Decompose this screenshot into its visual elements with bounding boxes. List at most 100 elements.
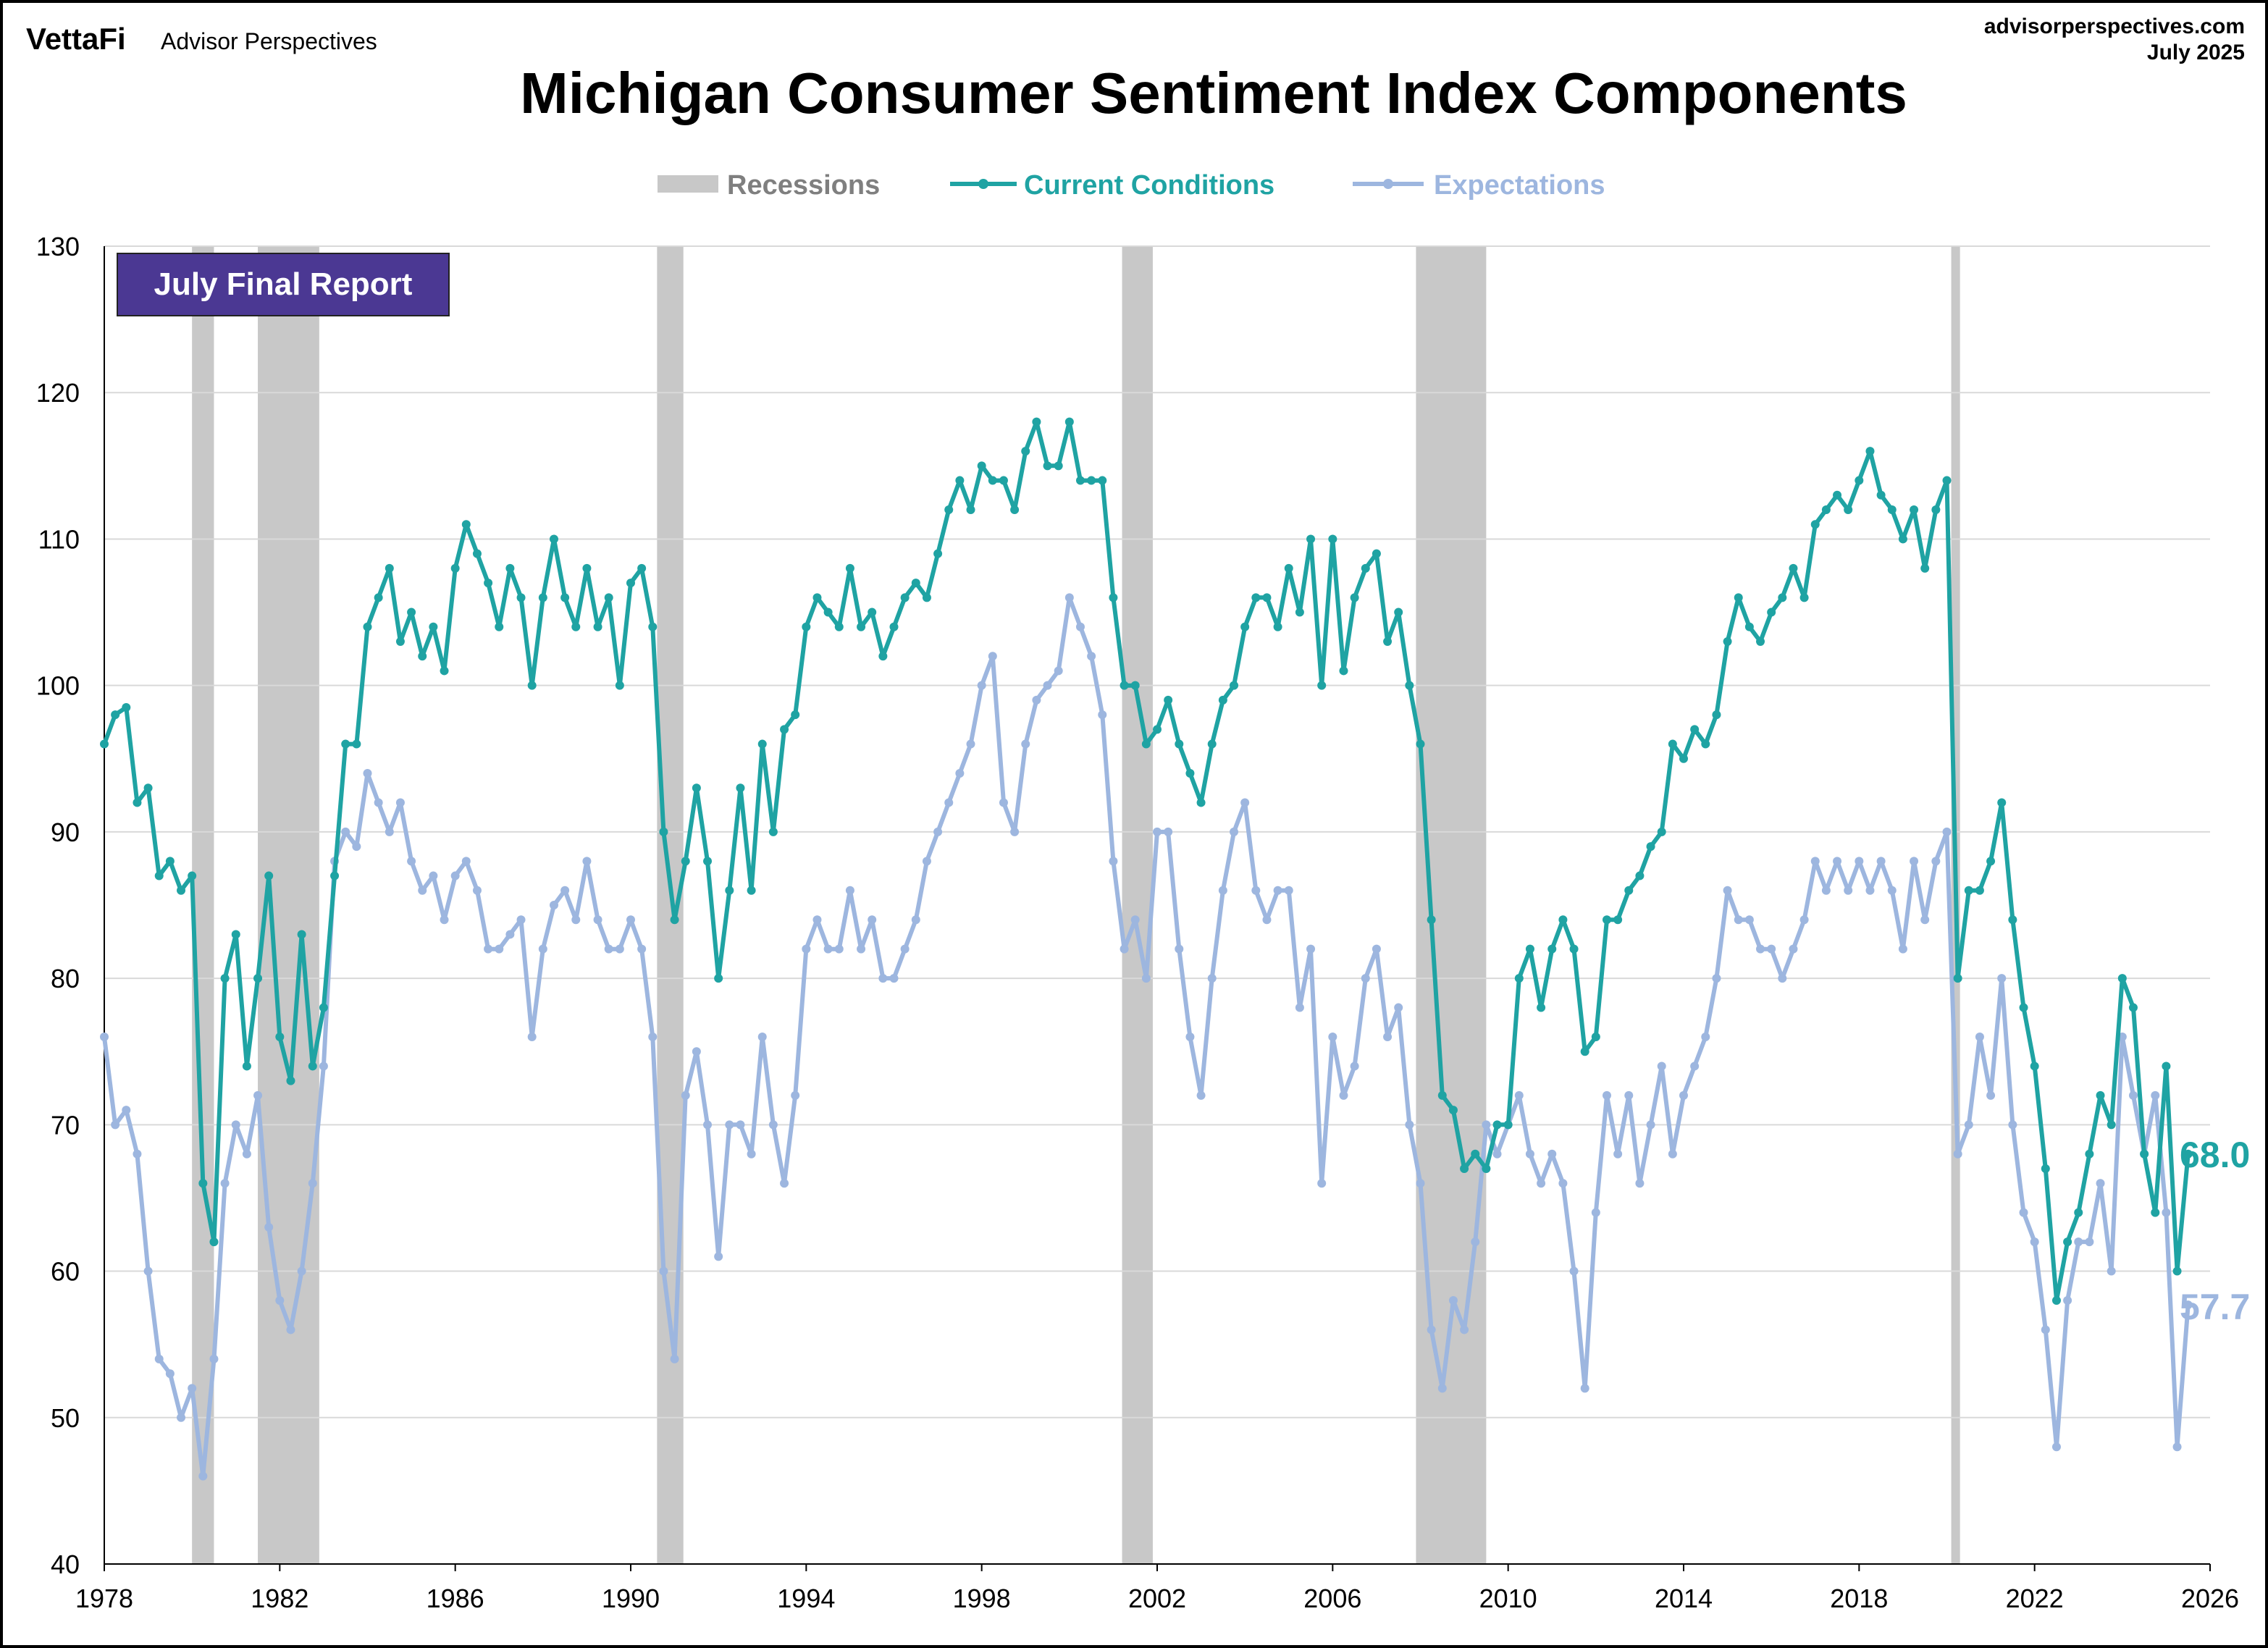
x-tick-label: 1990 [602,1584,660,1613]
current-conditions-point [188,871,197,880]
current-conditions-point [1054,461,1063,471]
expectations-point [2074,1237,2083,1247]
expectations-point [747,1149,756,1159]
x-tick-label: 1982 [251,1584,308,1613]
current-conditions-point [933,549,943,558]
current-conditions-point [505,563,515,573]
current-conditions-point [955,476,965,485]
expectations-point [450,871,460,880]
current-conditions-point [725,886,734,895]
expectations-point [670,1354,679,1363]
expectations-point [560,886,570,895]
current-conditions-point [1986,857,1996,866]
current-conditions-point [1032,417,1041,426]
expectations-point [1602,1090,1611,1100]
expectations-point [527,1033,537,1041]
expectations-point [1284,886,1293,895]
current-conditions-point [1690,725,1700,734]
expectations-point [703,1120,713,1130]
expectations-point [1361,974,1370,983]
current-conditions-point [1602,915,1611,925]
current-conditions-point [1164,695,1173,705]
current-conditions-point [626,579,635,588]
current-conditions-point [1295,608,1304,617]
current-conditions-point [1734,593,1743,602]
x-tick-label: 2018 [1830,1584,1888,1613]
y-axis-ticks: 40 50 60 70 80 90 100 110 120 130 [36,232,80,1579]
current-conditions-point [242,1061,251,1071]
report-badge: July Final Report [117,253,450,316]
expectations-point [2151,1090,2160,1100]
current-conditions-point [1262,593,1272,602]
current-conditions-point [385,563,394,573]
expectations-point [714,1252,723,1261]
current-conditions-point [1109,593,1118,602]
current-conditions-point [1723,637,1732,646]
series-layer [100,417,2193,1481]
x-tick-label: 1986 [427,1584,484,1613]
expectations-point [2051,1442,2061,1452]
current-conditions-point [1810,520,1820,529]
expectations-point [1141,974,1151,983]
current-conditions-point [111,710,120,720]
expectations-point [1537,1179,1546,1188]
current-conditions-point [2162,1061,2171,1071]
current-conditions-point [1010,505,1020,514]
y-tick-label: 100 [36,671,80,701]
expectations-point [1767,944,1776,954]
expectations-point [165,1369,175,1379]
expectations-point [1306,944,1316,954]
expectations-point [1153,827,1162,836]
current-conditions-point [1712,710,1721,720]
current-conditions-point [1756,637,1765,646]
expectations-point [2030,1237,2039,1247]
current-conditions-point [2019,1003,2028,1012]
report-badge-box [117,253,450,316]
current-conditions-point [1448,1106,1458,1115]
current-conditions-point [1920,563,1930,573]
current-conditions-point [1185,769,1195,778]
current-conditions-point [1350,593,1359,602]
current-conditions-point [1580,1047,1589,1056]
current-conditions-point [1427,915,1436,925]
expectations-point [308,1179,317,1188]
current-conditions-point [286,1076,295,1085]
current-conditions-point [1043,461,1052,471]
expectations-point [177,1413,186,1422]
current-conditions-point [1120,681,1129,690]
current-conditions-point [2183,1149,2193,1159]
current-conditions-point [418,652,427,661]
expectations-point [1635,1179,1645,1188]
current-conditions-point [220,974,230,983]
expectations-point [341,827,350,836]
current-conditions-point [889,622,899,631]
current-conditions-point [1613,915,1623,925]
current-conditions-point [1482,1164,1491,1173]
current-conditions-point [1569,944,1579,954]
x-tick-label: 2002 [1128,1584,1186,1613]
legend: Recessions Current Conditions Expectatio… [658,170,1605,201]
current-conditions-point [472,549,482,558]
current-conditions-point [209,1237,219,1247]
current-conditions-point [1196,798,1206,807]
current-conditions-point [165,857,175,866]
expectations-point [253,1090,263,1100]
expectations-point [1230,827,1239,836]
expectations-point [374,798,383,807]
expectations-point [1064,593,1074,602]
expectations-point [1756,944,1765,954]
expectations-point [857,944,866,954]
current-conditions-point [1646,842,1655,852]
current-conditions-point [1547,944,1557,954]
current-conditions-point [143,783,153,793]
expectations-point [143,1266,153,1276]
current-conditions-point [1372,549,1381,558]
current-conditions-point [1416,739,1425,749]
expectations-point [582,857,592,866]
expectations-point [209,1354,219,1363]
expectations-point [626,915,635,925]
logo-subtitle: Advisor Perspectives [161,28,377,54]
current-conditions-point [363,622,372,631]
current-conditions-point [516,593,526,602]
current-conditions-point [1207,739,1217,749]
